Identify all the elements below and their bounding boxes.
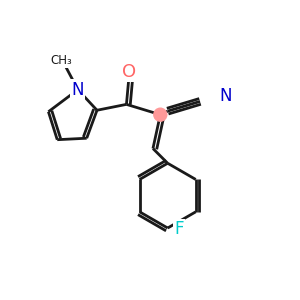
Text: N: N xyxy=(72,81,84,99)
Text: CH₃: CH₃ xyxy=(51,54,73,67)
Circle shape xyxy=(154,108,167,121)
Text: N: N xyxy=(220,87,232,105)
Text: F: F xyxy=(174,220,184,238)
Text: O: O xyxy=(122,63,136,81)
